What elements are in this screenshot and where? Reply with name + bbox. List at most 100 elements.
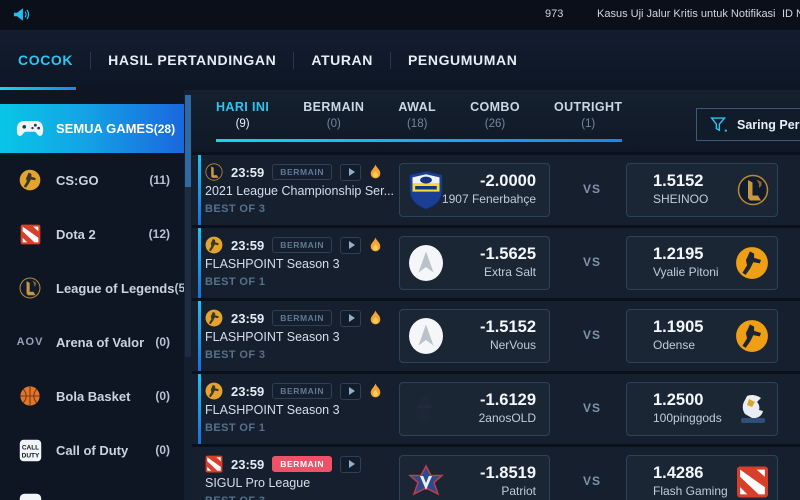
nav-item-hasil-pertandingan[interactable]: HASIL PERTANDINGAN xyxy=(108,52,277,68)
play-stream-button[interactable] xyxy=(340,309,362,327)
match-format: BEST OF 3 xyxy=(205,203,266,215)
tab-outright[interactable]: OUTRIGHT (1) xyxy=(553,100,623,130)
match-format: BEST OF 1 xyxy=(205,276,266,288)
vs-label: VS xyxy=(582,401,601,415)
lol-icon xyxy=(205,163,223,181)
csgo-icon xyxy=(16,169,44,191)
sidebar-item-dota2[interactable]: Dota 2 (12) xyxy=(0,207,184,261)
away-odds: 1.5152 xyxy=(653,172,704,190)
row-accent-bar xyxy=(198,228,201,298)
nav-item-aturan[interactable]: ATURAN xyxy=(311,52,373,68)
svg-text:CALL: CALL xyxy=(21,444,38,451)
sidebar-item-call-of-duty[interactable]: CALL DUTY Call of Duty (0) xyxy=(0,423,184,477)
home-odds-button[interactable]: -1.5625 Extra Salt xyxy=(399,236,550,290)
away-team-name: Vyalie Pitoni xyxy=(653,265,719,279)
active-nav-underline xyxy=(0,87,76,90)
nav-item-cocok[interactable]: COCOK xyxy=(18,52,74,68)
play-stream-button[interactable] xyxy=(340,455,362,473)
nervous-arrow-logo xyxy=(409,318,443,354)
away-odds-button[interactable]: 1.2500 100pinggods xyxy=(626,382,778,436)
tab-awal[interactable]: AWAL (18) xyxy=(398,100,437,130)
home-odds-button[interactable]: -2.0000 1907 Fenerbahçe xyxy=(399,163,550,217)
funnel-icon xyxy=(710,116,727,132)
home-odds-button[interactable]: -1.6129 2anosOLD xyxy=(399,382,550,436)
home-odds: -1.8519 xyxy=(480,464,536,482)
sidebar-item-count: (5) xyxy=(174,281,184,295)
sidebar-item-label: CS:GO xyxy=(56,172,99,188)
sidebar-item-bola-basket[interactable]: Bola Basket (0) xyxy=(0,369,184,423)
play-stream-button[interactable] xyxy=(340,236,362,254)
row-accent-bar xyxy=(198,301,201,371)
lol-icon xyxy=(16,277,44,299)
match-row: 23:59 BERMAIN SIGUL Pro League BEST OF 3… xyxy=(192,447,800,500)
away-odds-button[interactable]: 1.2195 Vyalie Pitoni xyxy=(626,236,778,290)
sidebar-item-league-of-legends[interactable]: League of Legends (5) xyxy=(0,261,184,315)
sidebar-item-partial[interactable] xyxy=(0,477,184,500)
patriot-star-logo xyxy=(408,464,444,496)
status-badge: BERMAIN xyxy=(272,383,333,399)
home-team-name: 1907 Fenerbahçe xyxy=(441,192,536,206)
row-accent-bar xyxy=(198,374,201,444)
sidebar-item-arena-of-valor[interactable]: AOV Arena of Valor (0) xyxy=(0,315,184,369)
home-odds: -1.5152 xyxy=(480,318,536,336)
sidebar-item-label: Bola Basket xyxy=(56,388,131,404)
tab-hari-ini[interactable]: HARI INI (9) xyxy=(216,100,623,142)
sidebar-item-semua-games[interactable]: SEMUA GAMES (28) xyxy=(0,104,184,153)
home-odds-button[interactable]: -1.5152 NerVous xyxy=(399,309,550,363)
dota-red-logo xyxy=(737,466,768,498)
sidebar-item-count: (0) xyxy=(155,443,170,457)
sidebar-item-csgo[interactable]: CS:GO (11) xyxy=(0,153,184,207)
sidebar-item-count: (11) xyxy=(149,173,170,187)
sidebar-scrollbar-thumb[interactable] xyxy=(185,95,191,187)
home-odds: -1.6129 xyxy=(480,391,536,409)
sidebar-item-label: Call of Duty xyxy=(56,442,129,458)
away-odds-button[interactable]: 1.1905 Odense xyxy=(626,309,778,363)
match-time: 23:59 xyxy=(231,456,265,472)
vs-label: VS xyxy=(582,474,601,488)
dota2-icon xyxy=(205,455,223,473)
nav-item-pengumuman[interactable]: PENGUMUMAN xyxy=(407,52,518,68)
lol-crest-logo xyxy=(737,174,769,206)
match-format: BEST OF 1 xyxy=(205,422,266,434)
play-stream-button[interactable] xyxy=(340,163,362,181)
fire-icon xyxy=(370,237,381,252)
match-time: 23:59 xyxy=(231,164,265,180)
100pinggods-emblem-logo xyxy=(741,394,765,423)
sidebar-item-label: Dota 2 xyxy=(56,226,96,242)
away-odds-button[interactable]: 1.4286 Flash Gaming xyxy=(626,455,778,500)
away-odds-button[interactable]: 1.5152 SHEINOO xyxy=(626,163,778,217)
active-tab-underline xyxy=(216,139,623,142)
status-badge: BERMAIN xyxy=(272,237,333,253)
match-row: 23:59 BERMAIN FLASHPOINT Season 3 BEST O… xyxy=(192,228,800,298)
matches-panel: HARI INI (9) BERMAIN (0) AWAL (18) COMBO xyxy=(192,90,800,500)
announcement-text: Kasus Uji Jalur Kritis untuk Notifikasi xyxy=(597,8,776,20)
match-list: 23:59 BERMAIN 2021 League Championship S… xyxy=(192,155,800,500)
status-badge: BERMAIN xyxy=(272,310,333,326)
away-team-name: SHEINOO xyxy=(653,192,709,206)
fire-icon xyxy=(370,164,381,179)
nav-divider xyxy=(90,51,92,69)
content-area: SEMUA GAMES (28) CS:GO (11) xyxy=(0,90,800,500)
tab-bermain[interactable]: BERMAIN (0) xyxy=(303,100,365,130)
play-stream-button[interactable] xyxy=(340,382,362,400)
csgo-player-logo xyxy=(736,247,768,279)
away-team-name: Odense xyxy=(653,338,696,352)
vs-label: VS xyxy=(582,255,601,269)
match-time: 23:59 xyxy=(231,310,265,326)
tournament-name: FLASHPOINT Season 3 xyxy=(205,257,340,271)
filter-competition-button[interactable]: Saring Persai xyxy=(696,108,800,141)
match-format: BEST OF 3 xyxy=(205,349,266,361)
basketball-icon xyxy=(16,385,44,407)
fire-icon xyxy=(370,383,381,398)
tab-combo[interactable]: COMBO (26) xyxy=(470,100,520,130)
csgo-icon xyxy=(205,236,223,254)
home-team-name: 2anosOLD xyxy=(478,411,536,425)
away-odds: 1.2195 xyxy=(653,245,704,263)
tournament-name: FLASHPOINT Season 3 xyxy=(205,330,340,344)
home-odds-button[interactable]: -1.8519 Patriot xyxy=(399,455,550,500)
away-odds: 1.2500 xyxy=(653,391,704,409)
sidebar-scrollbar-track xyxy=(185,187,191,357)
games-sidebar: SEMUA GAMES (28) CS:GO (11) xyxy=(0,90,184,500)
sidebar-item-label: SEMUA GAMES xyxy=(56,121,154,136)
